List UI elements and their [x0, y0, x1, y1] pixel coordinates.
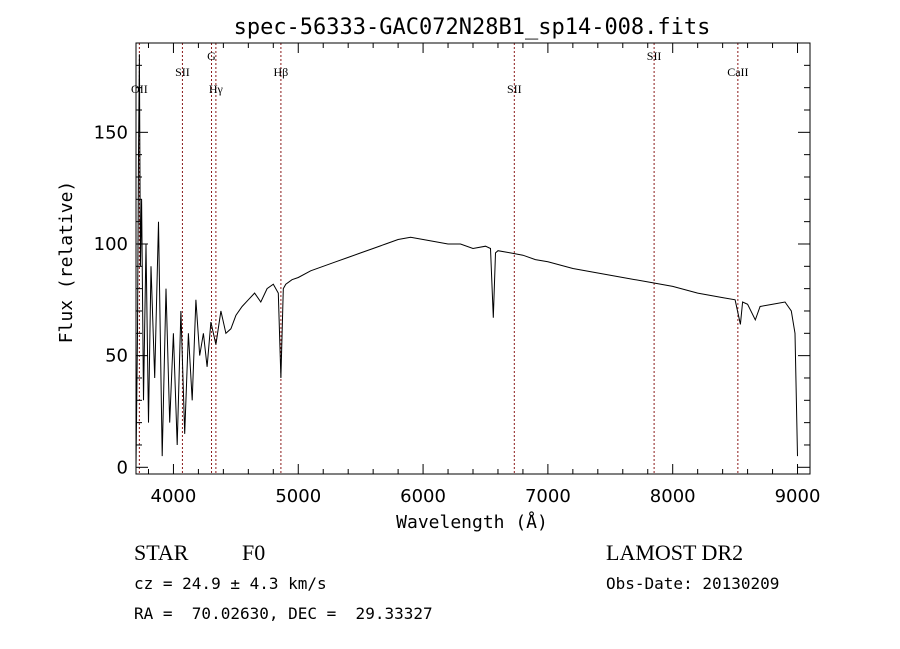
x-axis-label: Wavelength (Å) [396, 511, 548, 533]
line-marker-label: SII [507, 82, 522, 96]
y-tick-label: 50 [105, 346, 128, 367]
spectral-subclass: F0 [242, 540, 266, 565]
plot-frame [135, 42, 811, 475]
redshift-velocity: cz = 24.9 ± 4.3 km/s [134, 574, 327, 593]
x-tick-label: 9000 [775, 486, 821, 507]
y-axis-label: Flux (relative) [56, 181, 77, 344]
object-type: STAR [134, 540, 189, 565]
y-tick-label: 100 [94, 234, 128, 255]
spectrum-series-line [135, 54, 798, 468]
line-marker-label: Hβ [274, 65, 289, 79]
y-tick-label: 150 [94, 122, 128, 143]
y-axis: 0 50 100 150 [94, 42, 810, 478]
line-marker-label: SII [175, 65, 190, 79]
x-tick-label: 7000 [525, 486, 571, 507]
x-tick-label: 4000 [151, 486, 197, 507]
line-marker-label: CaII [727, 65, 748, 79]
coordinates: RA = 70.02630, DEC = 29.33327 [134, 604, 433, 623]
survey-name: LAMOST DR2 [606, 540, 744, 565]
observation-date: Obs-Date: 20130209 [606, 574, 780, 593]
x-axis: 4000 5000 6000 7000 8000 9000 [147, 43, 821, 507]
line-marker-label: G [207, 49, 216, 63]
chart-title: spec-56333-GAC072N28B1_sp14-008.fits [234, 15, 711, 40]
x-tick-label: 8000 [650, 486, 696, 507]
x-tick-label: 5000 [275, 486, 321, 507]
y-tick-label: 0 [117, 457, 128, 478]
x-tick-label: 6000 [400, 486, 446, 507]
line-marker-label: Hγ [209, 82, 224, 96]
line-marker-label: SII [647, 49, 662, 63]
